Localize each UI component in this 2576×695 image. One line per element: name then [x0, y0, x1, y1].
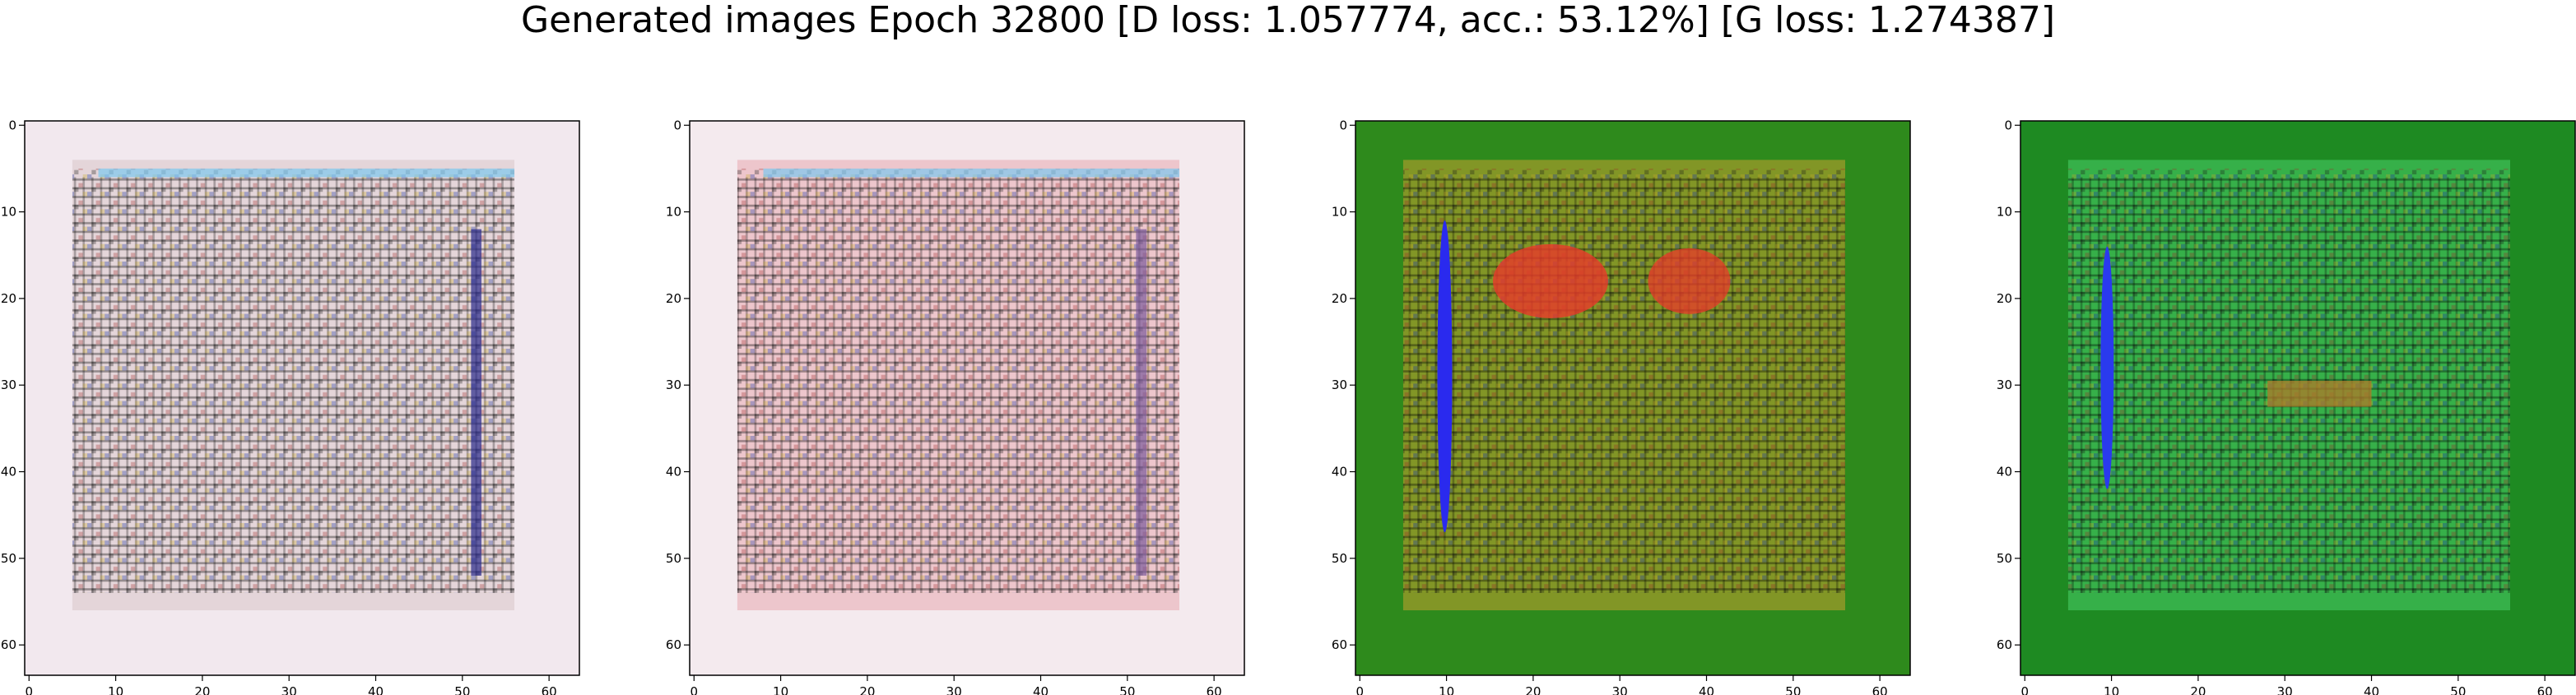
x-tick-label: 50	[1119, 684, 1135, 695]
y-tick-label: 50	[666, 551, 681, 566]
y-tick-label: 10	[1332, 205, 1347, 220]
y-tick-label: 0	[1339, 118, 1347, 132]
y-tick-label: 60	[1, 637, 16, 652]
x-tick-label: 30	[1612, 684, 1628, 695]
x-tick-label: 10	[108, 684, 123, 695]
generated-image-2: 0 10 20 30 40 50 60 0 10 20 30 40 50 60	[666, 118, 1245, 695]
y-tick-label: 0	[8, 118, 16, 132]
y-tick-label: 20	[1997, 291, 2012, 306]
x-tick-label: 10	[773, 684, 788, 695]
y-tick-label: 60	[1997, 637, 2012, 652]
red-blob-left	[1492, 243, 1608, 318]
x-tick-label: 10	[2104, 684, 2119, 695]
x-tick-label: 0	[2020, 684, 2029, 695]
x-tick-label: 60	[542, 684, 557, 695]
x-tick-label: 20	[194, 684, 210, 695]
y-tick-label: 60	[1332, 637, 1347, 652]
x-tick-label: 50	[454, 684, 470, 695]
x-tick-label: 10	[1439, 684, 1454, 695]
pixel-speckle	[72, 168, 515, 593]
x-tick-label: 20	[1525, 684, 1541, 695]
figure-title: Generated images Epoch 32800 [D loss: 1.…	[520, 0, 2056, 41]
x-tick-label: 0	[25, 684, 33, 695]
y-tick-label: 0	[2004, 118, 2012, 132]
generated-image-1: 0 10 20 30 40 50 60 0 10 20 30 40 50 60	[1, 118, 580, 695]
x-tick-label: 40	[1699, 684, 1714, 695]
x-tick-label: 0	[1355, 684, 1364, 695]
axes-frame	[689, 120, 1245, 676]
generated-image-3: 0 10 20 30 40 50 60 0 10 20 30 40 50 60	[1332, 118, 1911, 695]
y-tick-label: 30	[1997, 378, 2012, 392]
y-tick-label: 20	[1, 291, 16, 306]
y-tick-label: 50	[1, 551, 16, 566]
pixel-speckle	[1402, 168, 1846, 593]
blue-stripe	[2100, 246, 2114, 489]
pixel-speckle	[737, 168, 1180, 593]
y-tick-label: 40	[1997, 465, 2012, 480]
dark-vertical-line	[471, 229, 481, 576]
y-tick-label: 30	[1332, 378, 1347, 392]
y-tick-label: 10	[1, 205, 16, 220]
y-tick-label: 20	[666, 291, 681, 306]
x-tick-label: 30	[2277, 684, 2293, 695]
x-tick-label: 60	[1872, 684, 1888, 695]
y-tick-label: 50	[1997, 551, 2012, 566]
y-tick-label: 50	[1332, 551, 1347, 566]
blue-stripe	[1437, 220, 1453, 533]
x-tick-label: 60	[1207, 684, 1222, 695]
axes-frame	[2020, 120, 2576, 676]
x-tick-label: 50	[1785, 684, 1801, 695]
y-tick-label: 30	[666, 378, 681, 392]
top-cyan-row	[98, 168, 515, 178]
x-tick-label: 20	[2190, 684, 2206, 695]
brown-band	[2267, 380, 2372, 407]
y-tick-label: 40	[1, 465, 16, 480]
x-tick-label: 40	[2364, 684, 2379, 695]
y-tick-label: 60	[666, 637, 681, 652]
x-tick-label: 0	[690, 684, 698, 695]
x-tick-label: 20	[859, 684, 875, 695]
x-tick-label: 30	[281, 684, 297, 695]
y-tick-label: 10	[1997, 205, 2012, 220]
y-tick-label: 30	[1, 378, 16, 392]
axes-frame	[1355, 120, 1911, 676]
x-tick-label: 40	[368, 684, 384, 695]
y-tick-label: 10	[666, 205, 681, 220]
x-tick-label: 50	[2450, 684, 2466, 695]
y-tick-label: 20	[1332, 291, 1347, 306]
red-blob-right	[1648, 248, 1731, 314]
x-tick-label: 40	[1033, 684, 1049, 695]
axes-frame	[24, 120, 580, 676]
x-tick-label: 60	[2537, 684, 2553, 695]
y-tick-label: 40	[1332, 465, 1347, 480]
dark-vertical-line	[1136, 229, 1146, 576]
generated-image-4: 0 10 20 30 40 50 60 0 10 20 30 40 50 60	[1997, 118, 2576, 695]
top-cyan-row	[763, 168, 1180, 178]
y-tick-label: 0	[673, 118, 681, 132]
x-tick-label: 30	[946, 684, 962, 695]
y-tick-label: 40	[666, 465, 681, 480]
